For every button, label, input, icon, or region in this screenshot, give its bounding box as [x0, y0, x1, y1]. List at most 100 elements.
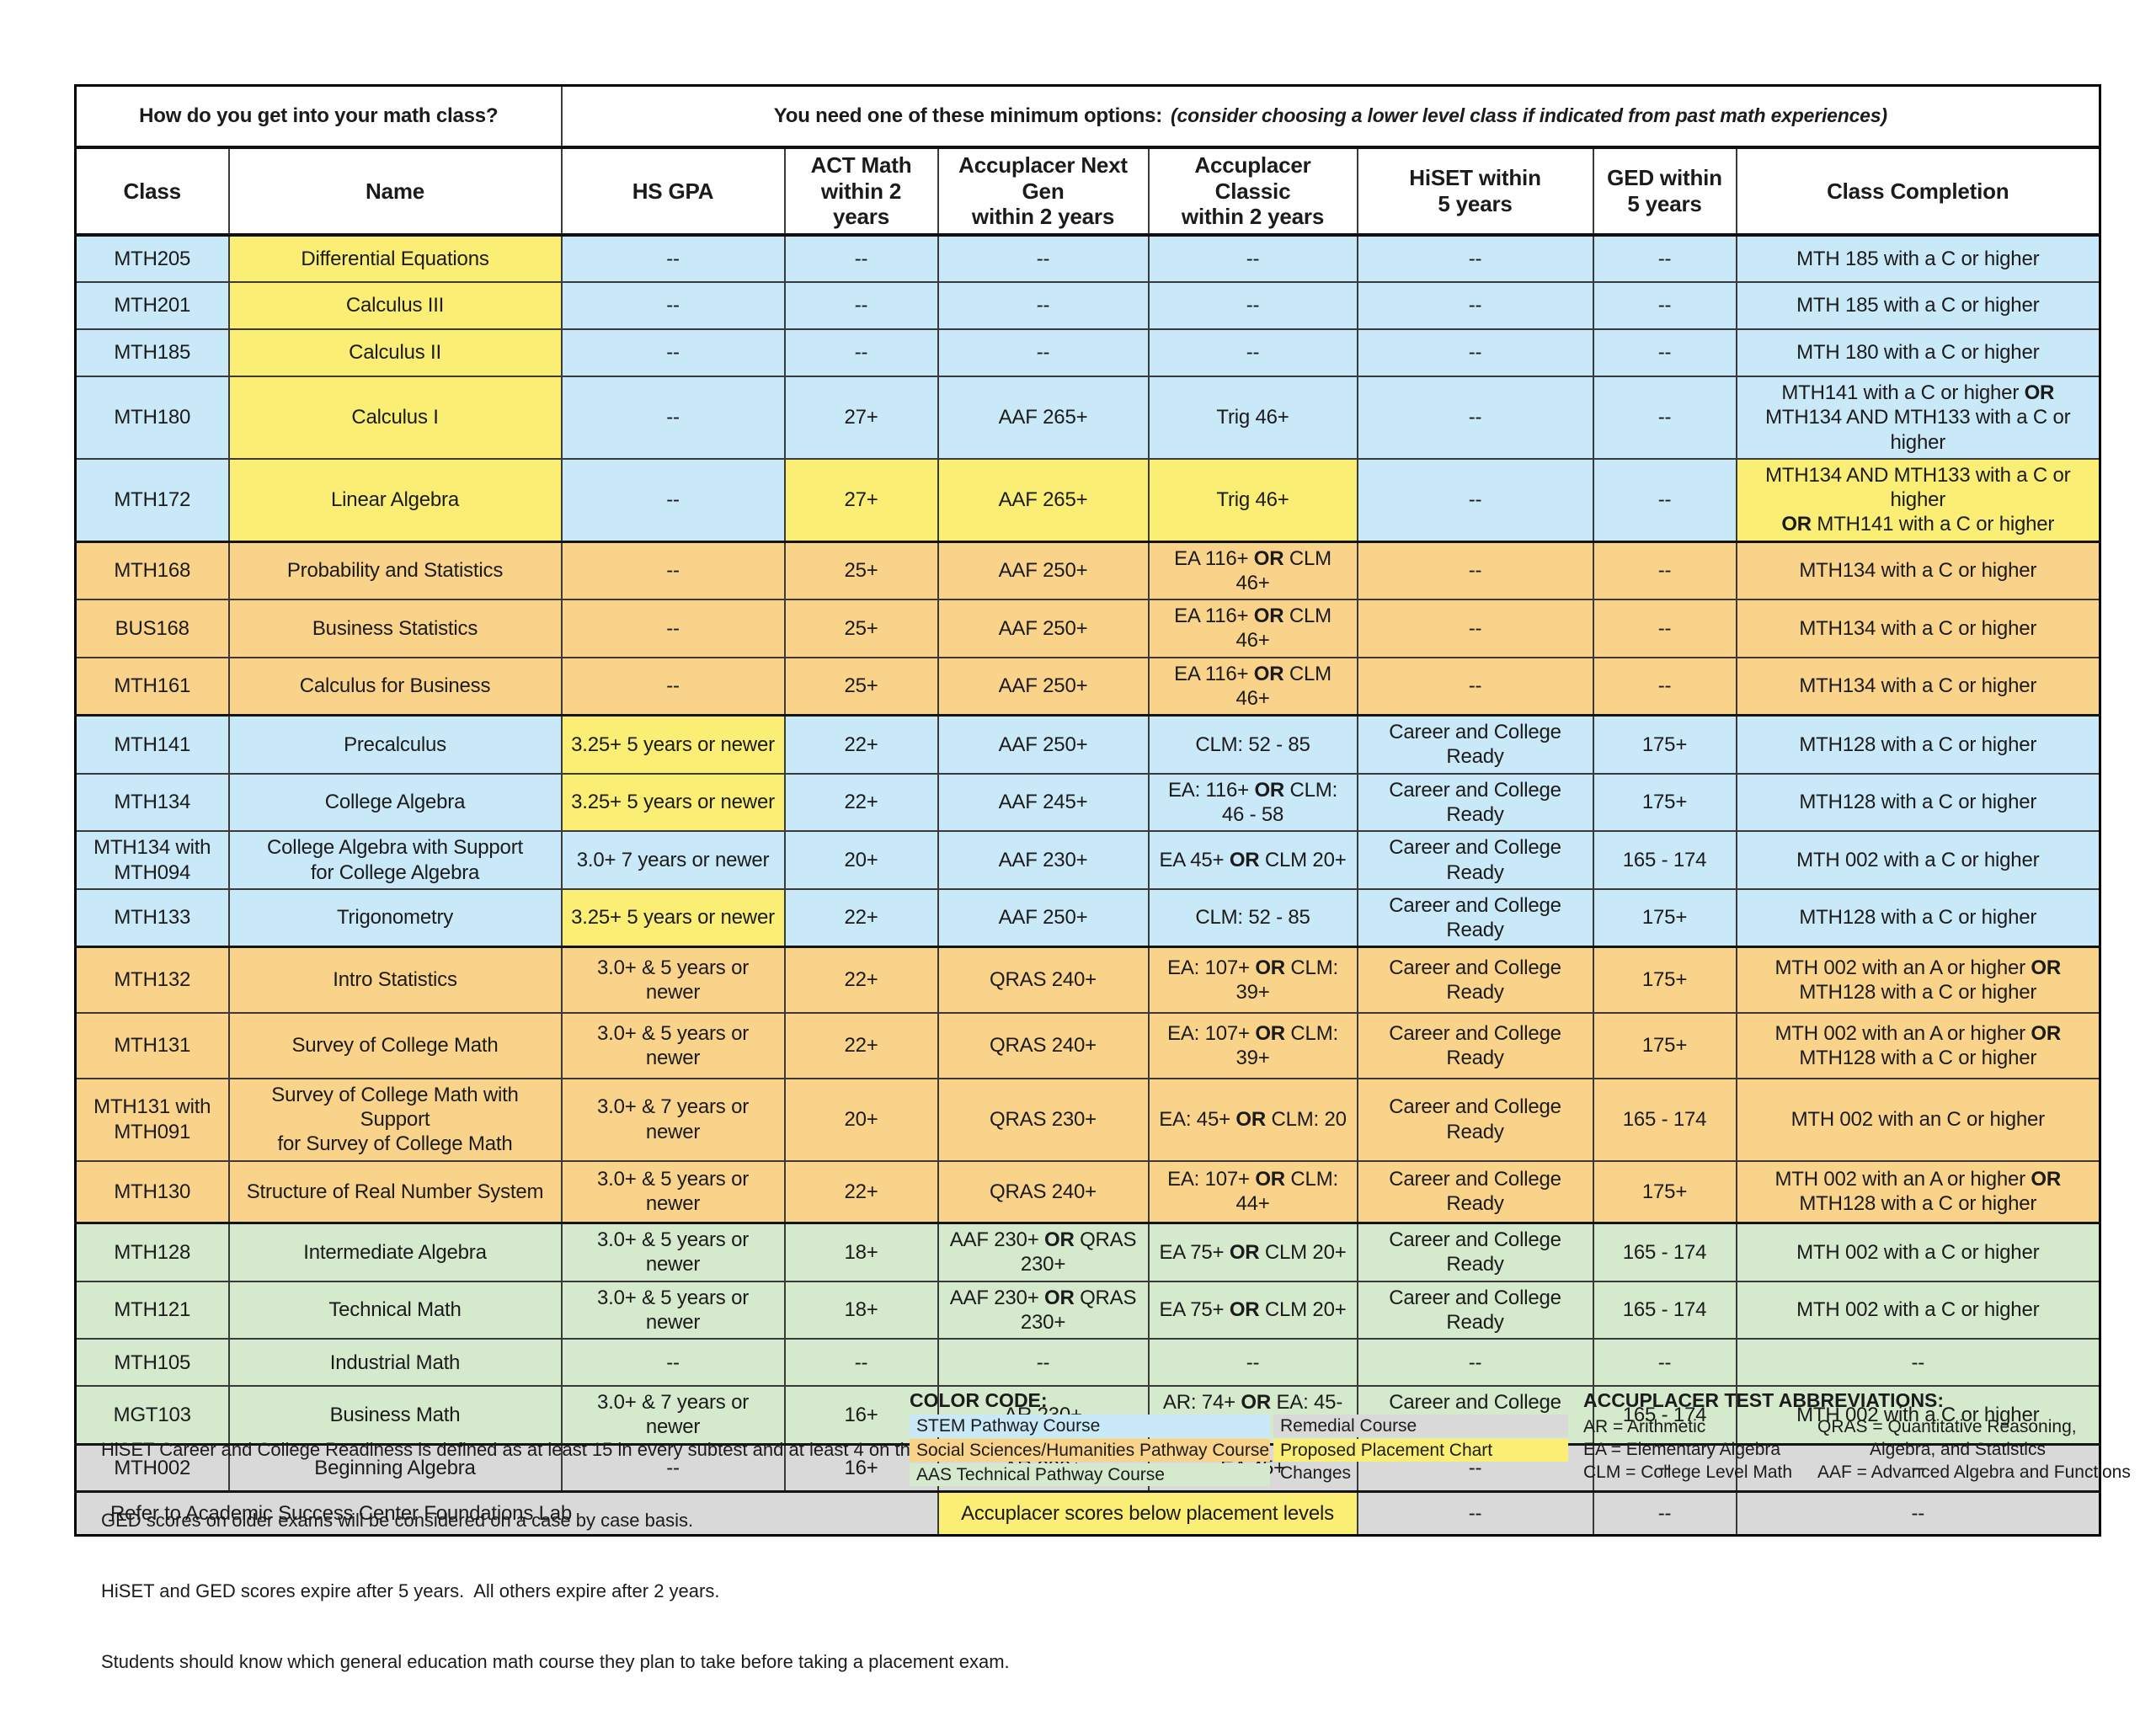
cell-next-gen: AAF 250+	[937, 887, 1150, 948]
cell-completion: MTH128 with a C or higher	[1735, 887, 2101, 948]
cell-class: MTH201	[74, 281, 230, 331]
table-row: MTH132 Intro Statistics 3.0+ & 5 years or …	[74, 946, 2101, 1014]
placement-chart-page: How do you get into your math class? You…	[74, 84, 2131, 1672]
cell-classic: EA: 45+ OR CLM: 20	[1147, 1077, 1358, 1162]
cell-class: MTH141	[74, 714, 230, 775]
cell-act: --	[783, 1338, 939, 1388]
cell-next-gen: AAF 250+	[937, 656, 1150, 717]
cell-completion: MTH128 with a C or higher	[1735, 714, 2101, 775]
table-row: MTH130 Structure of Real Number System 3.0…	[74, 1159, 2101, 1224]
cell-next-gen: AAF 250+	[937, 599, 1150, 658]
cell-ged: 175+	[1592, 1011, 1737, 1079]
cell-class: MTH205	[74, 234, 230, 284]
cell-next-gen: AAF 230+ OR QRAS 230+	[937, 1280, 1150, 1340]
abbr-ar: AR = Arithmetic	[1583, 1417, 1706, 1436]
legend-remedial-course: Remedial Course	[1273, 1415, 1568, 1437]
cell-next-gen: QRAS 240+	[937, 946, 1150, 1014]
cell-hiset: --	[1356, 281, 1594, 331]
table-row: MTH128 Intermediate Algebra 3.0+ & 5 years…	[74, 1222, 2101, 1282]
cell-class: MTH161	[74, 656, 230, 717]
cell-act: 18+	[783, 1280, 939, 1340]
cell-name: Calculus III	[227, 281, 563, 331]
table-title-right: You need one of these minimum options: (c…	[560, 84, 2101, 149]
cell-name: Business Math	[227, 1385, 563, 1446]
col-header-name: Name	[227, 146, 563, 237]
cell-act: 22+	[783, 1159, 939, 1224]
cell-class: MTH134 with MTH094	[74, 830, 230, 890]
cell-completion: MTH 002 with an C or higher	[1735, 1077, 2101, 1162]
cell-hiset: --	[1356, 328, 1594, 378]
col-header-hs-gpa: HS GPA	[560, 146, 786, 237]
cell-next-gen: AAF 250+	[937, 714, 1150, 775]
cell-class: MTH131 with MTH091	[74, 1077, 230, 1162]
cell-completion: MTH134 with a C or higher	[1735, 656, 2101, 717]
cell-hs-gpa: --	[560, 376, 786, 460]
cell-act: --	[783, 281, 939, 331]
cell-class: MTH128	[74, 1222, 230, 1282]
cell-hs-gpa: 3.0+ & 7 years or newer	[560, 1077, 786, 1162]
cell-hiset: Career and College Ready	[1356, 772, 1594, 833]
cell-hs-gpa: --	[560, 540, 786, 601]
cell-class: MTH172	[74, 457, 230, 543]
cell-act: 22+	[783, 1011, 939, 1079]
cell-hiset: Career and College Ready	[1356, 1011, 1594, 1079]
footnotes: HiSET Career and College Readiness is de…	[101, 1391, 1010, 1721]
col-header-class: Class	[74, 146, 230, 237]
cell-completion: MTH 180 with a C or higher	[1735, 328, 2101, 378]
cell-ged: --	[1592, 376, 1737, 460]
footnote: HiSET and GED scores expire after 5 year…	[101, 1580, 720, 1601]
cell-class: MTH121	[74, 1280, 230, 1340]
cell-hiset: --	[1356, 540, 1594, 601]
table-row: MTH134 College Algebra 3.25+ 5 years or ne…	[74, 772, 2101, 833]
table-title-left: How do you get into your math class?	[74, 84, 563, 149]
cell-next-gen: --	[937, 1338, 1150, 1388]
cell-name: Intro Statistics	[227, 946, 563, 1014]
cell-ged: 175+	[1592, 887, 1737, 948]
table-row: MTH161 Calculus for Business -- 25+ AAF 250+…	[74, 656, 2101, 717]
abbr-qras: QRAS = Quantitative Reasoning,	[1817, 1417, 2077, 1436]
cell-ged: 165 - 174	[1592, 1385, 1737, 1446]
abbreviations-title: ACCUPLACER TEST ABBREVIATIONS:	[1583, 1389, 1945, 1411]
cell-completion: MTH 185 with a C or higher	[1735, 234, 2101, 284]
cell-completion: MTH 002 with an A or higher OR MTH128 wit…	[1735, 1011, 2101, 1079]
cell-act: 25+	[783, 656, 939, 717]
cell-next-gen: AAF 265+	[937, 457, 1150, 543]
cell-act: 20+	[783, 830, 939, 890]
cell-name: Calculus for Business	[227, 656, 563, 717]
cell-hiset: --	[1356, 1338, 1594, 1388]
cell-name: Linear Algebra	[227, 457, 563, 543]
cell-completion: --	[1735, 1338, 2101, 1388]
cell-classic: EA: 107+ OR CLM: 44+	[1147, 1159, 1358, 1224]
col-header-ged: GED within 5 years	[1592, 146, 1737, 237]
cell-ged: 165 - 174	[1592, 830, 1737, 890]
cell-hs-gpa: --	[560, 599, 786, 658]
cell-act: 25+	[783, 599, 939, 658]
cell-name: Survey of College Math with Support for S…	[227, 1077, 563, 1162]
cell-classic: EA: 116+ OR CLM: 46 - 58	[1147, 772, 1358, 833]
cell-next-gen: QRAS 230+	[937, 1077, 1150, 1162]
cell-hs-gpa: --	[560, 234, 786, 284]
cell-next-gen: --	[937, 328, 1150, 378]
cell-hs-gpa: 3.25+ 5 years or newer	[560, 714, 786, 775]
cell-hs-gpa: 3.0+ 7 years or newer	[560, 830, 786, 890]
footnote: Students should know which general educa…	[101, 1651, 1010, 1672]
cell-classic: CLM: 52 - 85	[1147, 714, 1358, 775]
cell-ged: 175+	[1592, 946, 1737, 1014]
color-code-legend: COLOR CODE: STEM Pathway Course Social S…	[910, 1389, 1568, 1486]
cell-name: Probability and Statistics	[227, 540, 563, 601]
cell-classic: --	[1147, 328, 1358, 378]
table-row: MTH121 Technical Math 3.0+ & 5 years or ne…	[74, 1280, 2101, 1340]
legend-aas-technical-pathway: AAS Technical Pathway Course	[910, 1463, 1270, 1486]
cell-class: BUS168	[74, 599, 230, 658]
abbr-clm: CLM = College Level Math	[1583, 1463, 1793, 1482]
table-row: MTH172 Linear Algebra -- 27+ AAF 265+ Trig 46…	[74, 457, 2101, 543]
cell-hiset: Career and College Ready	[1356, 1159, 1594, 1224]
cell-ged: 165 - 174	[1592, 1280, 1737, 1340]
cell-ged: --	[1592, 1489, 1737, 1537]
cell-classic: Trig 46+	[1147, 376, 1358, 460]
cell-name: Calculus I	[227, 376, 563, 460]
placement-table: How do you get into your math class? You…	[74, 84, 2102, 1537]
footnote: GED scores on older exams will be consid…	[101, 1510, 694, 1531]
cell-hs-gpa: 3.0+ & 7 years or newer	[560, 1385, 786, 1446]
cell-next-gen: AAF 230+ OR QRAS 230+	[937, 1222, 1150, 1282]
